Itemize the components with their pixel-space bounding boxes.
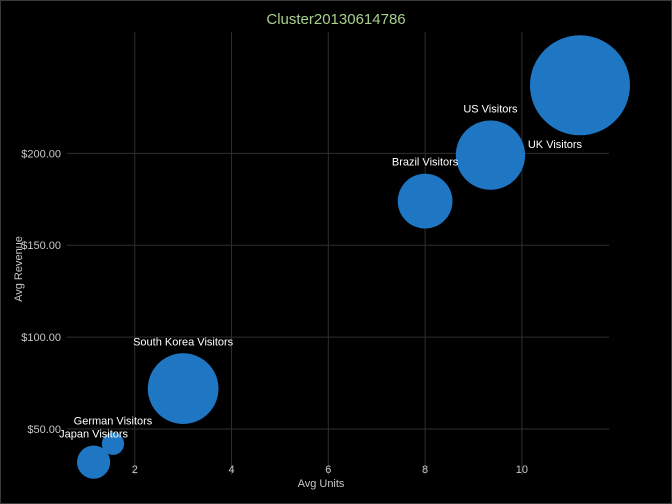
x-tick-label: 4 bbox=[228, 464, 234, 476]
bubble-label: UK Visitors bbox=[528, 139, 583, 151]
x-tick-label: 8 bbox=[422, 464, 428, 476]
bubble-point[interactable] bbox=[397, 173, 453, 229]
y-tick-label: $200.00 bbox=[21, 148, 61, 160]
y-axis-label: Avg Revenue bbox=[13, 236, 25, 302]
bubble-label: US Visitors bbox=[463, 104, 518, 116]
x-axis-label: Avg Units bbox=[298, 478, 345, 490]
x-tick-label: 2 bbox=[132, 464, 138, 476]
bubble-label: German Visitors bbox=[74, 416, 153, 428]
y-tick-label: $50.00 bbox=[27, 424, 61, 436]
bubble-point[interactable] bbox=[147, 353, 219, 424]
x-tick-label: 10 bbox=[516, 464, 528, 476]
grid-layer bbox=[67, 32, 609, 475]
bubble-label: Japan Visitors bbox=[59, 429, 128, 441]
bubble-point[interactable] bbox=[455, 120, 526, 190]
x-tick-label: 6 bbox=[325, 464, 331, 476]
bubble-point[interactable] bbox=[529, 35, 630, 136]
bubble-layer bbox=[77, 35, 630, 479]
bubble-label-layer: UK Visitors US Visitors Brazil Visitors Sou… bbox=[59, 104, 582, 441]
y-tick-label: $100.00 bbox=[21, 332, 61, 344]
tick-layer: 2 4 6 8 10 $50.00 $100.00 $150.00 $200.00 bbox=[21, 148, 528, 476]
bubble-point[interactable] bbox=[77, 445, 111, 479]
bubble-label: Brazil Visitors bbox=[392, 157, 459, 169]
chart-title: Cluster20130614786 bbox=[266, 11, 405, 28]
bubble-label: South Korea Visitors bbox=[133, 336, 234, 348]
bubble-point[interactable] bbox=[101, 432, 125, 455]
y-tick-label: $150.00 bbox=[21, 240, 61, 252]
